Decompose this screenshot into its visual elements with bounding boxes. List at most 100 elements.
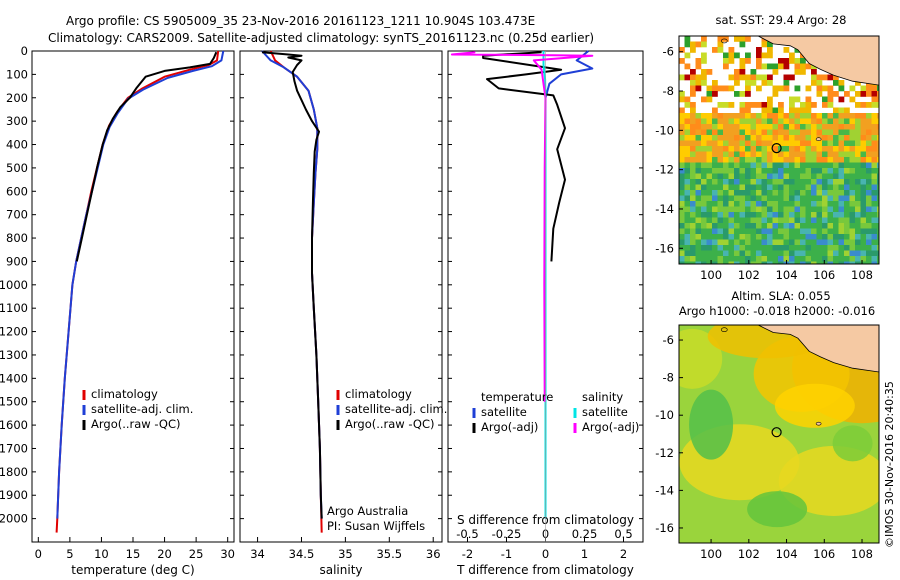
sst-cell [794, 195, 801, 202]
sst-cell [778, 124, 784, 130]
sst-cell [701, 234, 707, 240]
sst-cell [761, 80, 768, 86]
sst-cell [701, 201, 707, 207]
sst-cell [794, 85, 801, 92]
sst-cell [772, 173, 779, 180]
sst-cell [783, 234, 790, 240]
sst-cell [706, 184, 713, 191]
sst-cell [838, 85, 845, 92]
sst-cell [684, 256, 691, 262]
sst-cell [695, 223, 702, 229]
sst-cell [844, 124, 850, 130]
sst-cell [701, 239, 707, 246]
sst-cell [805, 201, 812, 207]
sst-cell [679, 217, 685, 224]
sst-cell [723, 239, 729, 246]
sst-cell [772, 135, 779, 141]
sst-cell [723, 245, 729, 251]
sst-cell [805, 168, 812, 174]
sst-cell [866, 151, 872, 158]
sst-cell [794, 217, 801, 224]
sst-cell [767, 107, 773, 114]
sst-cell [827, 113, 834, 119]
sst-cell [822, 135, 828, 141]
sst-cell [772, 69, 779, 75]
sst-cell [822, 234, 828, 240]
sst-cell [739, 107, 746, 114]
sst-cell [816, 140, 823, 147]
sst-cell [745, 195, 751, 202]
sst-cell [866, 91, 872, 97]
sst-cell [816, 212, 823, 218]
land-mass [758, 36, 879, 86]
sst-cell [866, 234, 872, 240]
sst-cell [706, 151, 713, 158]
sla-blob [689, 389, 734, 460]
sst-cell [871, 135, 878, 141]
sst-cell [772, 239, 779, 246]
sst-cell [723, 118, 729, 125]
sst-cell [723, 184, 729, 191]
sst-cell [789, 179, 795, 185]
sst-cell [860, 162, 867, 169]
sst-cell [844, 118, 850, 125]
sst-cell [756, 102, 762, 108]
sst-cell [827, 184, 834, 191]
sst-cell [701, 157, 707, 163]
annotation-pi: PI: Susan Wijffels [327, 519, 425, 533]
sst-cell [827, 162, 834, 169]
sst-cell [739, 162, 746, 169]
sst-cell [833, 184, 839, 191]
sst-cell [811, 69, 817, 75]
sst-cell [761, 162, 768, 169]
sst-cell [838, 206, 845, 213]
sst-cell [695, 206, 702, 213]
sst-cell [756, 146, 762, 152]
sst-cell [778, 206, 784, 213]
sst-cell [728, 245, 735, 251]
sst-cell [827, 239, 834, 246]
sst-cell [756, 173, 762, 180]
sst-cell [723, 157, 729, 163]
sst-cell [772, 212, 779, 218]
sst-cell [717, 124, 724, 130]
sst-cell [833, 129, 839, 136]
sst-cell [783, 74, 790, 81]
sst-cell [756, 245, 762, 251]
sst-cell [756, 129, 762, 136]
sst-cell [706, 157, 713, 163]
sla-map-title-2: Argo h1000: -0.018 h2000: -0.016 [679, 304, 875, 318]
sst-cell [723, 102, 729, 108]
x-tick-label-temperature: 15 [126, 547, 141, 561]
sst-cell [684, 206, 691, 213]
sst-cell [827, 96, 834, 103]
sst-cell [783, 157, 790, 163]
sst-cell [833, 179, 839, 185]
sst-cell [756, 223, 762, 229]
sst-cell [690, 129, 696, 136]
sst-cell [866, 135, 872, 141]
sst-cell [805, 113, 812, 119]
sst-cell [833, 124, 839, 130]
sst-cell [877, 228, 879, 235]
sst-cell [866, 212, 872, 218]
sst-cell [712, 206, 718, 213]
sst-cell [706, 162, 713, 169]
sst-cell [701, 151, 707, 158]
sst-cell [822, 151, 828, 158]
sst-cell [794, 168, 801, 174]
sst-cell [794, 118, 801, 125]
sst-cell [789, 190, 795, 196]
sst-cell [816, 184, 823, 191]
sst-cell [734, 228, 740, 235]
sst-cell [838, 113, 845, 119]
sst-cell [690, 151, 696, 158]
x-tick-label-difference: 1 [581, 547, 588, 561]
sst-cell [866, 129, 872, 136]
sst-cell [822, 162, 828, 169]
sst-cell [767, 118, 773, 125]
sst-cell [706, 69, 713, 75]
map-y-tick-label: -8 [663, 84, 674, 98]
sst-cell [690, 223, 696, 229]
sst-cell [794, 190, 801, 196]
